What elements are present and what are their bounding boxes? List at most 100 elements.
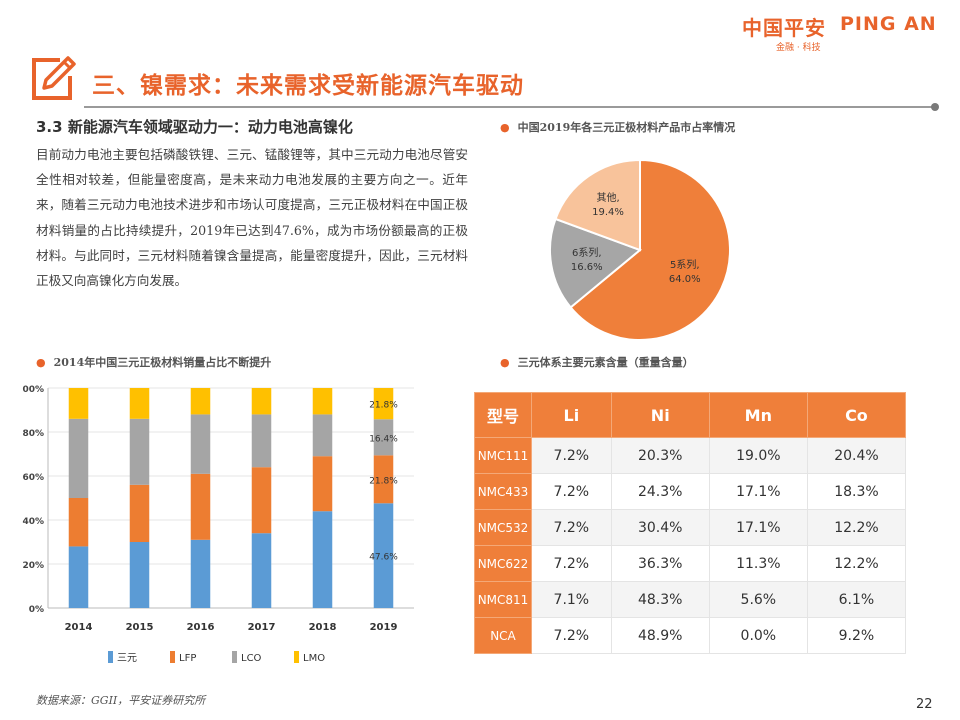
sub-title-number: 3.3 bbox=[36, 118, 63, 136]
y-tick-label: 80% bbox=[22, 429, 44, 439]
table-row: NMC111 7.2% 20.3% 19.0% 20.4% bbox=[474, 437, 907, 474]
bar-segment-LCO bbox=[312, 414, 333, 457]
cell-ni: 30.4% bbox=[610, 509, 710, 546]
legend-swatch bbox=[232, 651, 237, 663]
y-tick-label: 60% bbox=[22, 473, 44, 483]
x-tick-label: 2018 bbox=[309, 622, 337, 633]
table-caption-text: 三元体系主要元素含量（重量含量） bbox=[517, 356, 694, 369]
legend-label: LMO bbox=[303, 653, 325, 664]
stacked-bar-chart: 0% 20% 40% 60% 80% 100% 2014 2015 2016 2017 2018 20… bbox=[22, 378, 454, 668]
cell-li: 7.2% bbox=[531, 617, 612, 654]
header-mn: Mn bbox=[708, 392, 808, 438]
bar-chart-caption: ● 2014年中国三元正极材料销量占比不断提升 bbox=[36, 354, 271, 370]
header-li: Li bbox=[531, 392, 612, 438]
cell-mn: 5.6% bbox=[708, 581, 808, 618]
cell-li: 7.2% bbox=[531, 437, 612, 474]
element-content-table: 型号 Li Ni Mn Co NMC111 7.2% 20.3% 19.0% 20.4%… bbox=[474, 392, 907, 654]
cell-co: 12.2% bbox=[806, 545, 907, 582]
section-title: 三、镍需求：未来需求受新能源汽车驱动 bbox=[92, 72, 524, 99]
header-co: Co bbox=[806, 392, 907, 438]
table-row: NMC532 7.2% 30.4% 17.1% 12.2% bbox=[474, 509, 907, 546]
cell-co: 6.1% bbox=[806, 581, 907, 618]
legend-swatch bbox=[108, 651, 113, 663]
bar-segment-LFP bbox=[129, 484, 150, 542]
pie-label-name: 5系列, bbox=[670, 258, 700, 271]
cell-model: NMC811 bbox=[474, 581, 532, 618]
bar-segment-LFP bbox=[190, 473, 211, 540]
x-tick-label: 2019 bbox=[370, 622, 398, 633]
pie-label-name: 6系列, bbox=[572, 246, 602, 259]
table-caption: ● 三元体系主要元素含量（重量含量） bbox=[500, 354, 694, 370]
cell-ni: 20.3% bbox=[610, 437, 710, 474]
table-row: NMC622 7.2% 36.3% 11.3% 12.2% bbox=[474, 545, 907, 582]
legend-swatch bbox=[294, 651, 299, 663]
bar-segment-LFP bbox=[251, 467, 272, 534]
cell-mn: 0.0% bbox=[708, 617, 808, 654]
header-ni: Ni bbox=[610, 392, 710, 438]
table-row: NCA 7.2% 48.9% 0.0% 9.2% bbox=[474, 617, 907, 654]
legend-swatch bbox=[170, 651, 175, 663]
cell-mn: 17.1% bbox=[708, 509, 808, 546]
legend-label: LCO bbox=[241, 653, 262, 664]
y-tick-label: 20% bbox=[22, 561, 44, 571]
bullet-dot: ● bbox=[500, 121, 510, 134]
bar-segment-三元 bbox=[312, 511, 333, 608]
title-divider-dot bbox=[931, 103, 939, 111]
bar-segment-三元 bbox=[129, 542, 150, 608]
logo-sub: 金融 · 科技 bbox=[776, 43, 821, 53]
y-tick-label: 0% bbox=[29, 605, 44, 615]
bar-segment-LCO bbox=[129, 418, 150, 485]
body-paragraph: 目前动力电池主要包括磷酸铁锂、三元、锰酸锂等，其中三元动力电池尽管安全性相对较差… bbox=[36, 147, 468, 289]
x-tick-label: 2017 bbox=[248, 622, 276, 633]
legend-label: LFP bbox=[179, 653, 196, 664]
bar-segment-LCO bbox=[373, 419, 394, 456]
bar-segment-LFP bbox=[312, 456, 333, 512]
bar-segment-LMO bbox=[373, 388, 394, 420]
pie-label-name: 其他, bbox=[596, 191, 619, 204]
pie-label-pct: 19.4% bbox=[592, 207, 624, 218]
x-tick-label: 2014 bbox=[65, 622, 93, 633]
bar-segment-LMO bbox=[129, 388, 150, 419]
bullet-dot: ● bbox=[500, 356, 510, 369]
cell-li: 7.1% bbox=[531, 581, 612, 618]
bar-segment-LFP bbox=[68, 498, 89, 547]
cell-li: 7.2% bbox=[531, 473, 612, 510]
cell-co: 20.4% bbox=[806, 437, 907, 474]
bar-segment-LMO bbox=[190, 388, 211, 415]
cell-co: 9.2% bbox=[806, 617, 907, 654]
x-tick-label: 2016 bbox=[187, 622, 215, 633]
pie-slice-2 bbox=[554, 158, 641, 252]
header-model: 型号 bbox=[474, 392, 532, 438]
table-header-row: 型号 Li Ni Mn Co bbox=[474, 392, 907, 438]
cell-co: 12.2% bbox=[806, 509, 907, 546]
cell-model: NMC433 bbox=[474, 473, 532, 510]
pie-slice-0 bbox=[569, 158, 731, 341]
pie-slice-1 bbox=[549, 217, 642, 309]
logo-cn: 中国平安 bbox=[742, 16, 826, 40]
cell-ni: 48.9% bbox=[610, 617, 710, 654]
cell-mn: 17.1% bbox=[708, 473, 808, 510]
pie-label-pct: 16.6% bbox=[571, 262, 603, 273]
sub-title-text: 新能源汽车领域驱动力一：动力电池高镍化 bbox=[67, 118, 353, 136]
pie-caption-text: 中国2019年各三元正极材料产品市占率情况 bbox=[517, 121, 736, 134]
y-tick-label: 40% bbox=[22, 517, 44, 527]
cell-model: NMC111 bbox=[474, 437, 532, 474]
bar-segment-LMO bbox=[68, 388, 89, 419]
page-number: 22 bbox=[916, 697, 933, 712]
cell-ni: 36.3% bbox=[610, 545, 710, 582]
pie-label-pct: 64.0% bbox=[669, 274, 701, 285]
cell-model: NMC622 bbox=[474, 545, 532, 582]
x-tick-label: 2015 bbox=[126, 622, 154, 633]
bar-segment-三元 bbox=[190, 539, 211, 608]
cell-mn: 19.0% bbox=[708, 437, 808, 474]
cell-li: 7.2% bbox=[531, 545, 612, 582]
bar-caption-text: 2014年中国三元正极材料销量占比不断提升 bbox=[53, 356, 272, 369]
cell-model: NCA bbox=[474, 617, 532, 654]
cell-ni: 48.3% bbox=[610, 581, 710, 618]
table-row: NMC433 7.2% 24.3% 17.1% 18.3% bbox=[474, 473, 907, 510]
pie-chart-caption: ● 中国2019年各三元正极材料产品市占率情况 bbox=[500, 119, 735, 135]
y-tick-label: 100% bbox=[22, 385, 44, 395]
company-logo: 中国平安 PING AN 金融 · 科技 bbox=[742, 12, 942, 53]
bar-data-label: 47.6% bbox=[369, 553, 398, 563]
bar-segment-三元 bbox=[251, 533, 272, 608]
